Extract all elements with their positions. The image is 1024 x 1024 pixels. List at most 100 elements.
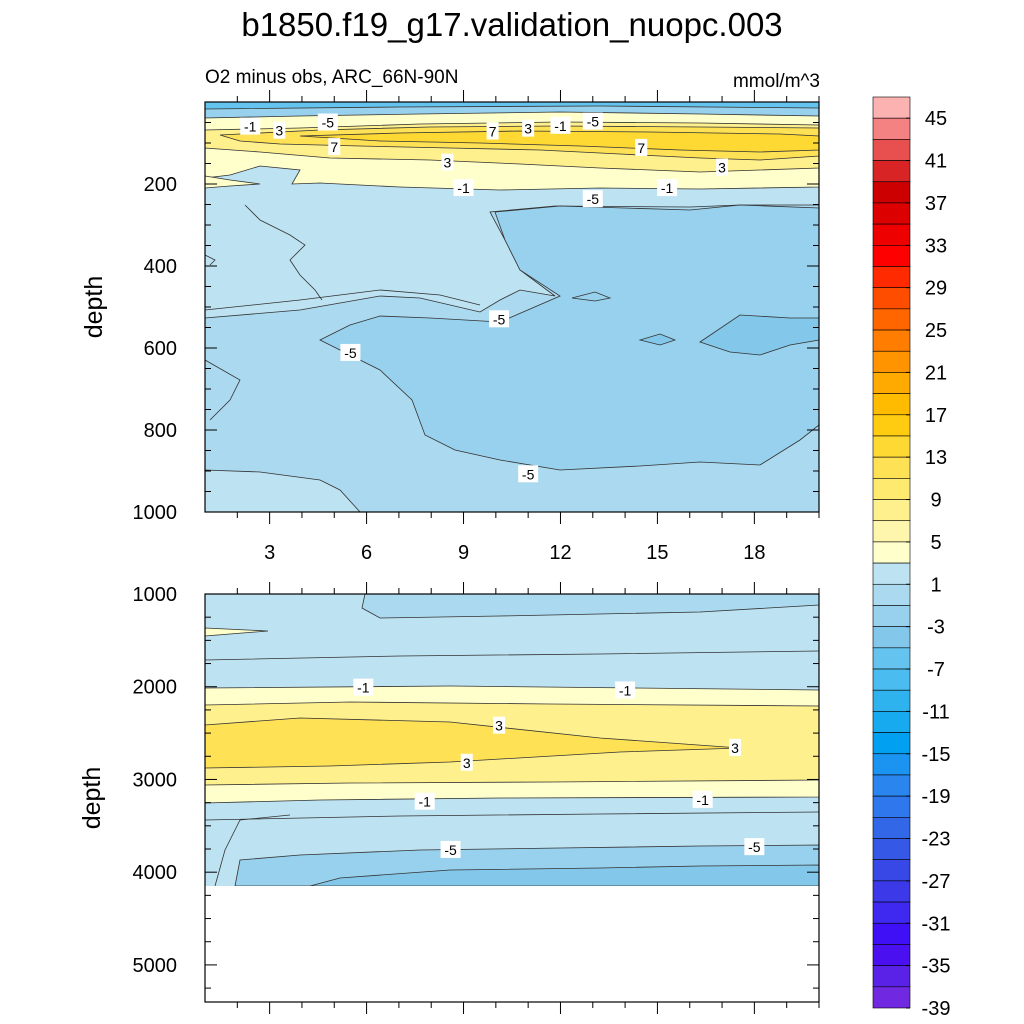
colorbar-swatch: [872, 838, 911, 860]
colorbar-swatch: [872, 922, 911, 945]
colorbar-swatch: [872, 986, 911, 1009]
colorbar-label: 29: [925, 278, 947, 300]
upper-contour-label: -1: [554, 118, 567, 134]
lower-contour-label-box: [615, 681, 636, 699]
colorbar-label: -19: [922, 786, 951, 808]
colorbar-swatch: [872, 859, 911, 882]
chart-units: mmol/m^3: [733, 71, 820, 92]
upper-x-tick-label: 3: [264, 542, 275, 564]
colorbar-swatch: [872, 181, 911, 204]
colorbar-swatch: [872, 435, 911, 458]
upper-contour-label: -5: [587, 191, 600, 207]
lower-axis-ticks: 1000 2000 3000 4000 5000: [133, 582, 820, 1014]
colorbar-label: -35: [922, 956, 951, 978]
colorbar-swatch: [872, 795, 911, 818]
lower-contour-label-box: [744, 838, 765, 856]
upper-contour-label: -5: [587, 114, 600, 130]
colorbar-label: 21: [925, 362, 947, 384]
colorbar-label: 45: [925, 108, 947, 130]
colorbar-label: 33: [925, 235, 947, 257]
colorbar-swatch: [872, 287, 911, 310]
colorbar-label: 41: [925, 151, 947, 173]
colorbar-swatch: [872, 139, 911, 161]
colorbar-label: 1: [930, 574, 941, 596]
lower-contour-label-box: [493, 716, 506, 734]
upper-isoline-c: [204, 254, 216, 266]
upper-contour-label-box: [240, 117, 261, 135]
upper-contour-label-box: [582, 190, 603, 208]
chart-subtitle-left: O2 minus obs, ARC_66N-90N: [205, 67, 458, 88]
upper-region-neg9-small2: [571, 291, 612, 302]
colorbar-label: -39: [922, 998, 951, 1020]
upper-contour-label: 3: [718, 160, 726, 176]
colorbar-swatch: [872, 329, 911, 352]
lower-contour-label-box: [414, 792, 435, 810]
colorbar-swatch: [872, 478, 911, 500]
lower-contour-label: -5: [748, 839, 761, 855]
colorbar-label: 5: [930, 532, 941, 554]
lower-isoline-a: [204, 650, 820, 661]
colorbar-swatch: [872, 626, 911, 649]
upper-contour-label-box: [317, 113, 338, 131]
colorbar-label: 37: [925, 193, 947, 215]
upper-contour-label: -5: [322, 115, 335, 131]
upper-contour-label-box: [340, 343, 361, 361]
lower-panel: 1000 2000 3000 4000 5000 -1 -1 3 3 3 -1 -1 -5 -5: [133, 582, 820, 1014]
lower-contour-label-box: [692, 790, 713, 808]
upper-contour-label: -5: [522, 466, 535, 482]
upper-x-tick-label: 9: [458, 542, 469, 564]
upper-y-tick-label: 600: [144, 338, 177, 360]
colorbar-swatch: [872, 562, 911, 585]
lower-contour-label: -1: [696, 792, 709, 808]
upper-x-tick-label: 6: [361, 542, 372, 564]
upper-contour-labels: -1 3 -5 7 7 3 -1 -5 7 3 3 -1 -1 -5 -5 -5 -5: [240, 112, 729, 483]
colorbar-swatch: [872, 647, 911, 670]
upper-y-tick-label: 200: [144, 174, 177, 196]
upper-contour-label-box: [716, 158, 729, 176]
upper-y-tick-label: 1000: [133, 502, 178, 524]
upper-isoline-d: [244, 204, 323, 301]
lower-contour-label: -1: [419, 794, 432, 810]
colorbar-label: 17: [925, 405, 947, 427]
colorbar-swatch: [872, 965, 911, 988]
lower-y-tick-label: 2000: [133, 677, 178, 699]
lower-contour-label: -1: [619, 682, 632, 698]
colorbar-swatch: [872, 456, 911, 479]
colorbar-label: -7: [927, 659, 945, 681]
upper-isoline-a: [204, 289, 481, 311]
upper-contour-label-box: [518, 465, 539, 483]
lower-y-tick-label: 1000: [133, 584, 178, 606]
upper-contour-label: -1: [244, 119, 257, 135]
colorbar: 45 41 37 33 29 25 21 17 13 9 5 1 -3 -7 -11 -15 -19 -23 -27…: [872, 96, 951, 1020]
colorbar-label: -23: [922, 829, 951, 851]
upper-contour-label: 3: [443, 155, 451, 171]
upper-contour-label-box: [486, 122, 499, 140]
colorbar-swatch: [872, 944, 911, 966]
upper-contour-label: 3: [275, 123, 283, 139]
colorbar-swatch: [872, 499, 911, 522]
lower-contour-label-box: [353, 678, 374, 696]
colorbar-swatch: [872, 96, 911, 119]
colorbar-swatch: [872, 266, 911, 288]
colorbar-swatch: [872, 245, 911, 267]
lower-contour-label: 3: [495, 718, 503, 734]
upper-contour-label: -5: [344, 345, 357, 361]
colorbar-swatch: [872, 520, 911, 543]
lower-contour-label: 3: [463, 755, 471, 771]
upper-axis-ticks: 200 400 600 800 1000 3 6 9 12 15 18: [133, 90, 820, 564]
lower-empty-area: [205, 886, 819, 1002]
upper-y-tick-label: 800: [144, 420, 177, 442]
colorbar-swatch: [872, 414, 911, 437]
upper-contour-label-box: [635, 138, 648, 156]
colorbar-swatch: [872, 711, 911, 733]
upper-region-neg9-small: [638, 333, 677, 346]
colorbar-swatch: [872, 880, 911, 903]
colorbar-swatch: [872, 160, 911, 183]
colorbar-label: -31: [922, 913, 951, 935]
upper-contour-label-box: [453, 179, 474, 197]
upper-contour-label: 3: [524, 121, 532, 137]
lower-contour-label: -1: [357, 680, 370, 696]
colorbar-label: -27: [922, 871, 951, 893]
colorbar-swatch: [872, 583, 911, 606]
lower-contour-label-box: [440, 840, 461, 858]
